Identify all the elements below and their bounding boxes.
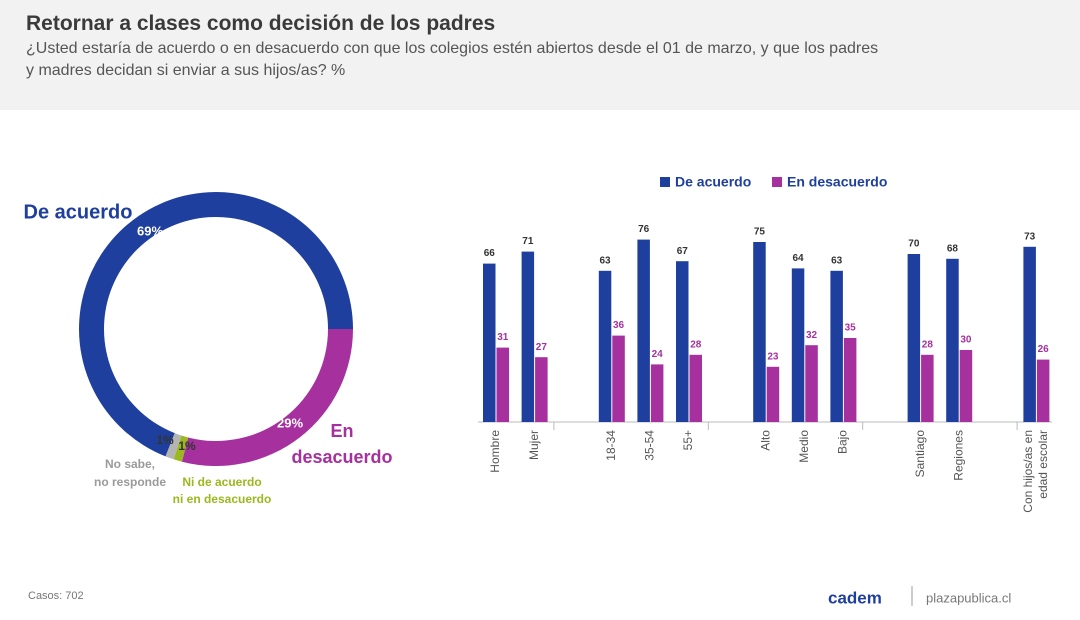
value-label: 70 — [908, 239, 920, 250]
value-label: 30 — [960, 335, 972, 346]
bar — [676, 261, 689, 422]
donut-slice — [165, 433, 182, 460]
value-label: 35 — [845, 323, 857, 334]
bar — [791, 268, 805, 422]
legend-swatch — [660, 177, 670, 187]
value-label: 32 — [806, 330, 818, 341]
bar — [959, 350, 973, 422]
bar — [598, 270, 612, 422]
value-label: 26 — [1038, 344, 1050, 355]
x-tick-label: 55+ — [681, 430, 695, 450]
bar — [521, 251, 535, 422]
header: Retornar a clases como decisión de los p… — [0, 0, 1080, 110]
bar — [612, 335, 625, 422]
value-label: 75 — [754, 227, 766, 238]
value-label: 23 — [767, 351, 779, 362]
footer-note: Casos: 702 — [28, 590, 84, 602]
x-tick-label: Mujer — [527, 430, 541, 460]
bar — [1036, 359, 1050, 422]
bar — [483, 263, 496, 422]
value-label: 73 — [1024, 231, 1036, 242]
value-label: 64 — [792, 253, 804, 264]
bar — [907, 254, 921, 422]
bar — [535, 357, 548, 422]
value-label: 71 — [522, 236, 534, 247]
site: plazapublica.cl — [926, 590, 1011, 605]
category-label: En — [330, 421, 353, 441]
value-label: 27 — [536, 342, 548, 353]
x-tick-label: Santiago — [913, 430, 927, 478]
legend-label: En desacuerdo — [787, 174, 887, 190]
value-label: 24 — [652, 349, 664, 360]
subtitle: y madres decidan si enviar a sus hijos/a… — [26, 62, 346, 79]
bar — [805, 345, 818, 422]
value-label: 67 — [677, 246, 689, 257]
category-label: Ni de acuerdo — [182, 475, 261, 489]
brand: cadem — [828, 588, 882, 607]
donut-slice — [181, 329, 353, 466]
value-label: 63 — [831, 255, 843, 266]
value-label: 1% — [156, 433, 174, 447]
value-label: 76 — [638, 224, 650, 235]
category-label: No sabe, — [105, 457, 155, 471]
x-tick-label: Alto — [758, 430, 772, 451]
value-label: 28 — [690, 339, 702, 350]
bar — [843, 338, 857, 422]
subtitle: ¿Usted estaría de acuerdo o en desacuerd… — [26, 40, 879, 57]
value-label: 68 — [947, 243, 959, 254]
value-label: 29% — [277, 415, 303, 430]
legend-swatch — [772, 177, 782, 187]
value-label: 1% — [178, 439, 196, 453]
bar — [753, 242, 766, 422]
legend-label: De acuerdo — [675, 174, 751, 190]
bar — [1023, 246, 1036, 422]
bar — [637, 239, 650, 422]
bar — [496, 347, 509, 422]
title: Retornar a clases como decisión de los p… — [26, 12, 496, 35]
x-tick-label: Bajo — [836, 430, 850, 454]
value-label: 36 — [613, 320, 625, 331]
x-tick-label: Medio — [797, 430, 811, 463]
x-tick-label: 18-34 — [604, 430, 618, 461]
x-tick-label: edad escolar — [1036, 430, 1050, 499]
category-label: ni en desacuerdo — [173, 492, 272, 506]
value-label: 63 — [599, 255, 611, 266]
category-label: desacuerdo — [291, 447, 392, 467]
category-label: De acuerdo — [24, 201, 133, 223]
value-label: 28 — [922, 339, 934, 350]
bar — [650, 364, 664, 422]
bar — [830, 270, 843, 422]
x-tick-label: Con hijos/as en — [1021, 430, 1035, 513]
x-tick-label: 35-54 — [643, 430, 657, 461]
category-label: no responde — [94, 475, 166, 489]
bar — [766, 366, 780, 422]
bar — [921, 354, 934, 422]
value-label: 66 — [484, 248, 496, 259]
donut-slice — [173, 435, 189, 462]
bar — [689, 354, 702, 422]
value-label: 69% — [137, 223, 163, 238]
x-tick-label: Regiones — [951, 430, 965, 481]
x-tick-label: Hombre — [488, 430, 502, 473]
bar — [946, 258, 959, 422]
value-label: 31 — [497, 332, 509, 343]
